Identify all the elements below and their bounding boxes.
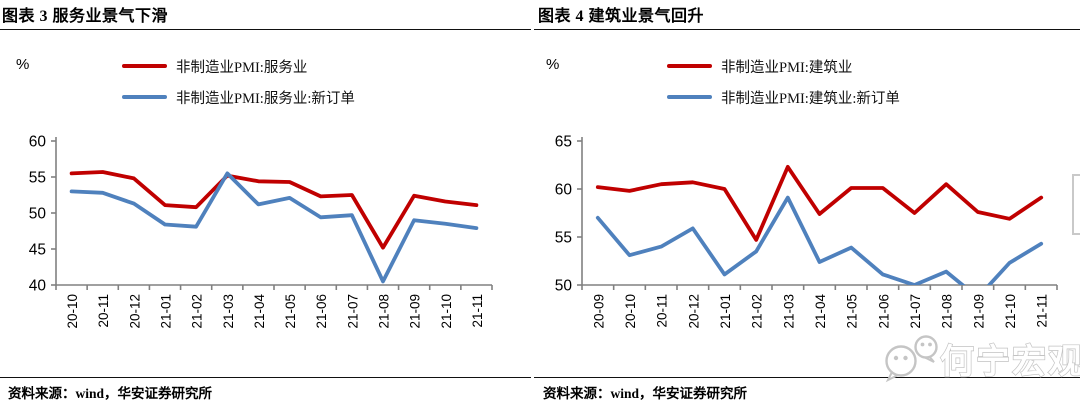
svg-text:21-03: 21-03	[221, 294, 236, 329]
legend-item: 非制造业PMI:建筑业:新订单	[667, 87, 900, 107]
svg-text:21-05: 21-05	[845, 294, 860, 329]
svg-text:21-06: 21-06	[314, 294, 329, 329]
legend-item: 非制造业PMI:建筑业	[667, 56, 900, 76]
svg-text:20-11: 20-11	[655, 294, 670, 328]
legend-label: 非制造业PMI:建筑业	[721, 59, 853, 76]
svg-text:20-12: 20-12	[127, 294, 142, 329]
legend: 非制造业PMI:服务业 非制造业PMI:服务业:新订单	[122, 56, 355, 107]
svg-text:65: 65	[555, 134, 572, 151]
legend-line-swatch-red	[667, 63, 712, 69]
svg-text:21-06: 21-06	[876, 294, 891, 329]
svg-text:21-02: 21-02	[190, 294, 205, 329]
source-note: 资料来源：wind，华安证券研究所	[8, 386, 213, 401]
line-chart-services: 40 45 50 55 60 20-10 20-11 20-12 21-01 21-02 21-03…	[29, 134, 493, 329]
svg-text:45: 45	[29, 242, 46, 259]
legend-line-swatch-red	[122, 63, 167, 69]
legend-item: 非制造业PMI:服务业	[122, 56, 355, 76]
legend-label: 非制造业PMI:服务业	[176, 59, 308, 76]
svg-text:20-11: 20-11	[96, 294, 111, 328]
chart-title: 图表 3 服务业景气下滑	[2, 8, 169, 25]
line-chart-construction: 50 55 60 65 20-09 20-10 20-11 20-12 21-01 21-02 21…	[555, 134, 1058, 329]
svg-text:20-12: 20-12	[686, 294, 701, 329]
svg-text:21-07: 21-07	[345, 294, 360, 329]
svg-text:50: 50	[29, 206, 47, 223]
y-axis-unit-label: %	[16, 56, 30, 73]
title-divider	[534, 29, 1080, 30]
svg-text:60: 60	[555, 182, 573, 199]
legend-line-swatch-blue	[667, 94, 712, 100]
svg-text:55: 55	[29, 170, 46, 187]
legend-item: 非制造业PMI:服务业:新订单	[122, 87, 355, 107]
svg-text:21-04: 21-04	[813, 294, 828, 329]
svg-text:21-09: 21-09	[408, 294, 423, 329]
svg-text:55: 55	[555, 230, 572, 247]
svg-text:21-11: 21-11	[470, 294, 485, 328]
legend: 非制造业PMI:建筑业 非制造业PMI:建筑业:新订单	[667, 56, 900, 107]
svg-text:50: 50	[555, 278, 573, 295]
title-divider	[0, 29, 531, 30]
svg-text:21-01: 21-01	[718, 294, 733, 329]
footer-divider	[534, 377, 1080, 378]
svg-text:21-07: 21-07	[908, 294, 923, 329]
legend-label: 非制造业PMI:建筑业:新订单	[721, 90, 900, 107]
svg-text:21-08: 21-08	[940, 294, 955, 329]
footer-divider	[0, 377, 531, 378]
svg-text:21-04: 21-04	[252, 294, 267, 329]
svg-text:40: 40	[29, 278, 47, 295]
y-axis-unit-label: %	[546, 56, 560, 73]
svg-text:21-10: 21-10	[1003, 294, 1018, 329]
svg-text:20-10: 20-10	[65, 294, 80, 329]
legend-line-swatch-blue	[122, 94, 167, 100]
svg-text:21-09: 21-09	[971, 294, 986, 329]
svg-text:21-01: 21-01	[159, 294, 174, 329]
chart-title: 图表 4 建筑业景气回升	[538, 8, 705, 25]
svg-text:21-10: 21-10	[439, 294, 454, 329]
source-note: 资料来源：wind，华安证券研究所	[543, 386, 748, 401]
svg-text:21-11: 21-11	[1035, 294, 1050, 328]
svg-text:21-03: 21-03	[781, 294, 796, 329]
svg-text:21-08: 21-08	[377, 294, 392, 329]
svg-text:20-10: 20-10	[623, 294, 638, 329]
svg-text:60: 60	[29, 134, 47, 151]
svg-text:20-09: 20-09	[591, 294, 606, 329]
legend-label: 非制造业PMI:服务业:新订单	[176, 90, 355, 107]
clipped-box-artifact	[1072, 174, 1080, 235]
chart-block-services: 图表 3 服务业景气下滑 % 非制造业PMI:服务业 非制造业PMI:服务业:新…	[0, 0, 531, 409]
chart-block-construction: 图表 4 建筑业景气回升 % 非制造业PMI:建筑业 非制造业PMI:建筑业:新…	[534, 0, 1080, 409]
svg-text:21-02: 21-02	[750, 294, 765, 329]
svg-text:21-05: 21-05	[283, 294, 298, 329]
